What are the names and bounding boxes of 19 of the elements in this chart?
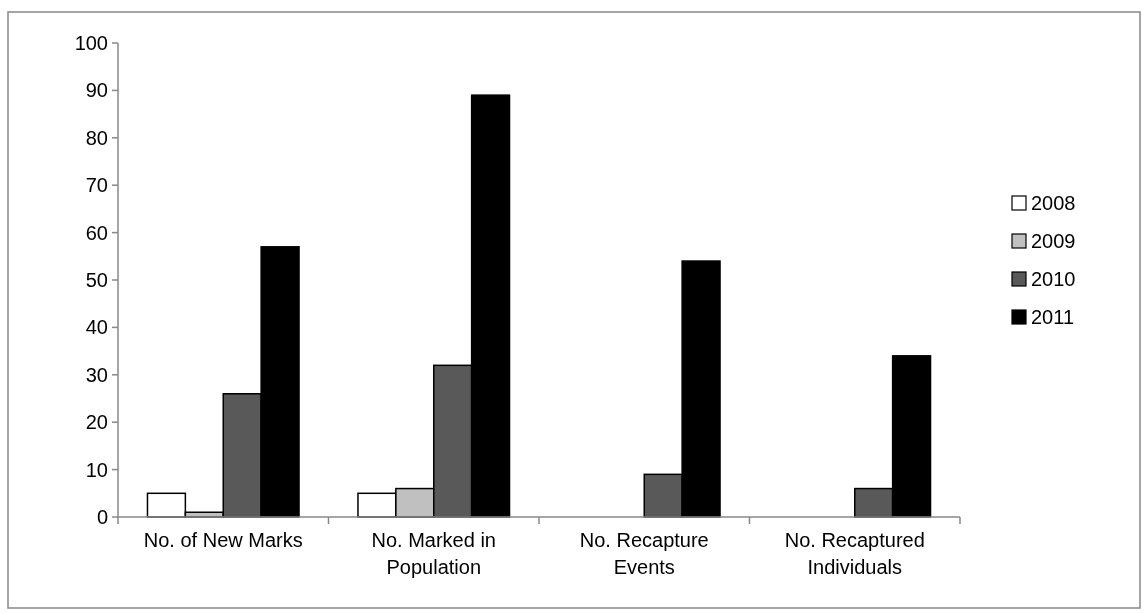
y-tick-label: 20 — [85, 411, 108, 434]
y-tick-label: 50 — [85, 269, 108, 291]
y-tick-label: 80 — [85, 126, 108, 149]
legend-label: 2009 — [1031, 230, 1076, 252]
y-tick-label: 100 — [74, 32, 108, 54]
y-tick-label: 30 — [85, 363, 108, 386]
y-tick-label: 40 — [85, 316, 108, 339]
x-tick-label: No. Recaptured Individuals — [784, 529, 925, 578]
y-tick-label: 90 — [85, 79, 108, 102]
legend-label: 2008 — [1031, 192, 1076, 214]
legend-label: 2011 — [1031, 306, 1075, 328]
y-tick-label: 10 — [85, 458, 108, 481]
y-tick-label: 60 — [85, 221, 108, 244]
legend-label: 2010 — [1031, 268, 1076, 290]
x-tick-label: No. of New Marks — [143, 529, 303, 551]
y-tick-label: 70 — [85, 174, 108, 197]
x-tick-label: No. Marked in Population — [371, 529, 496, 578]
x-tick-label: No. Recapture Events — [579, 529, 709, 578]
y-tick-label: 0 — [96, 506, 108, 528]
